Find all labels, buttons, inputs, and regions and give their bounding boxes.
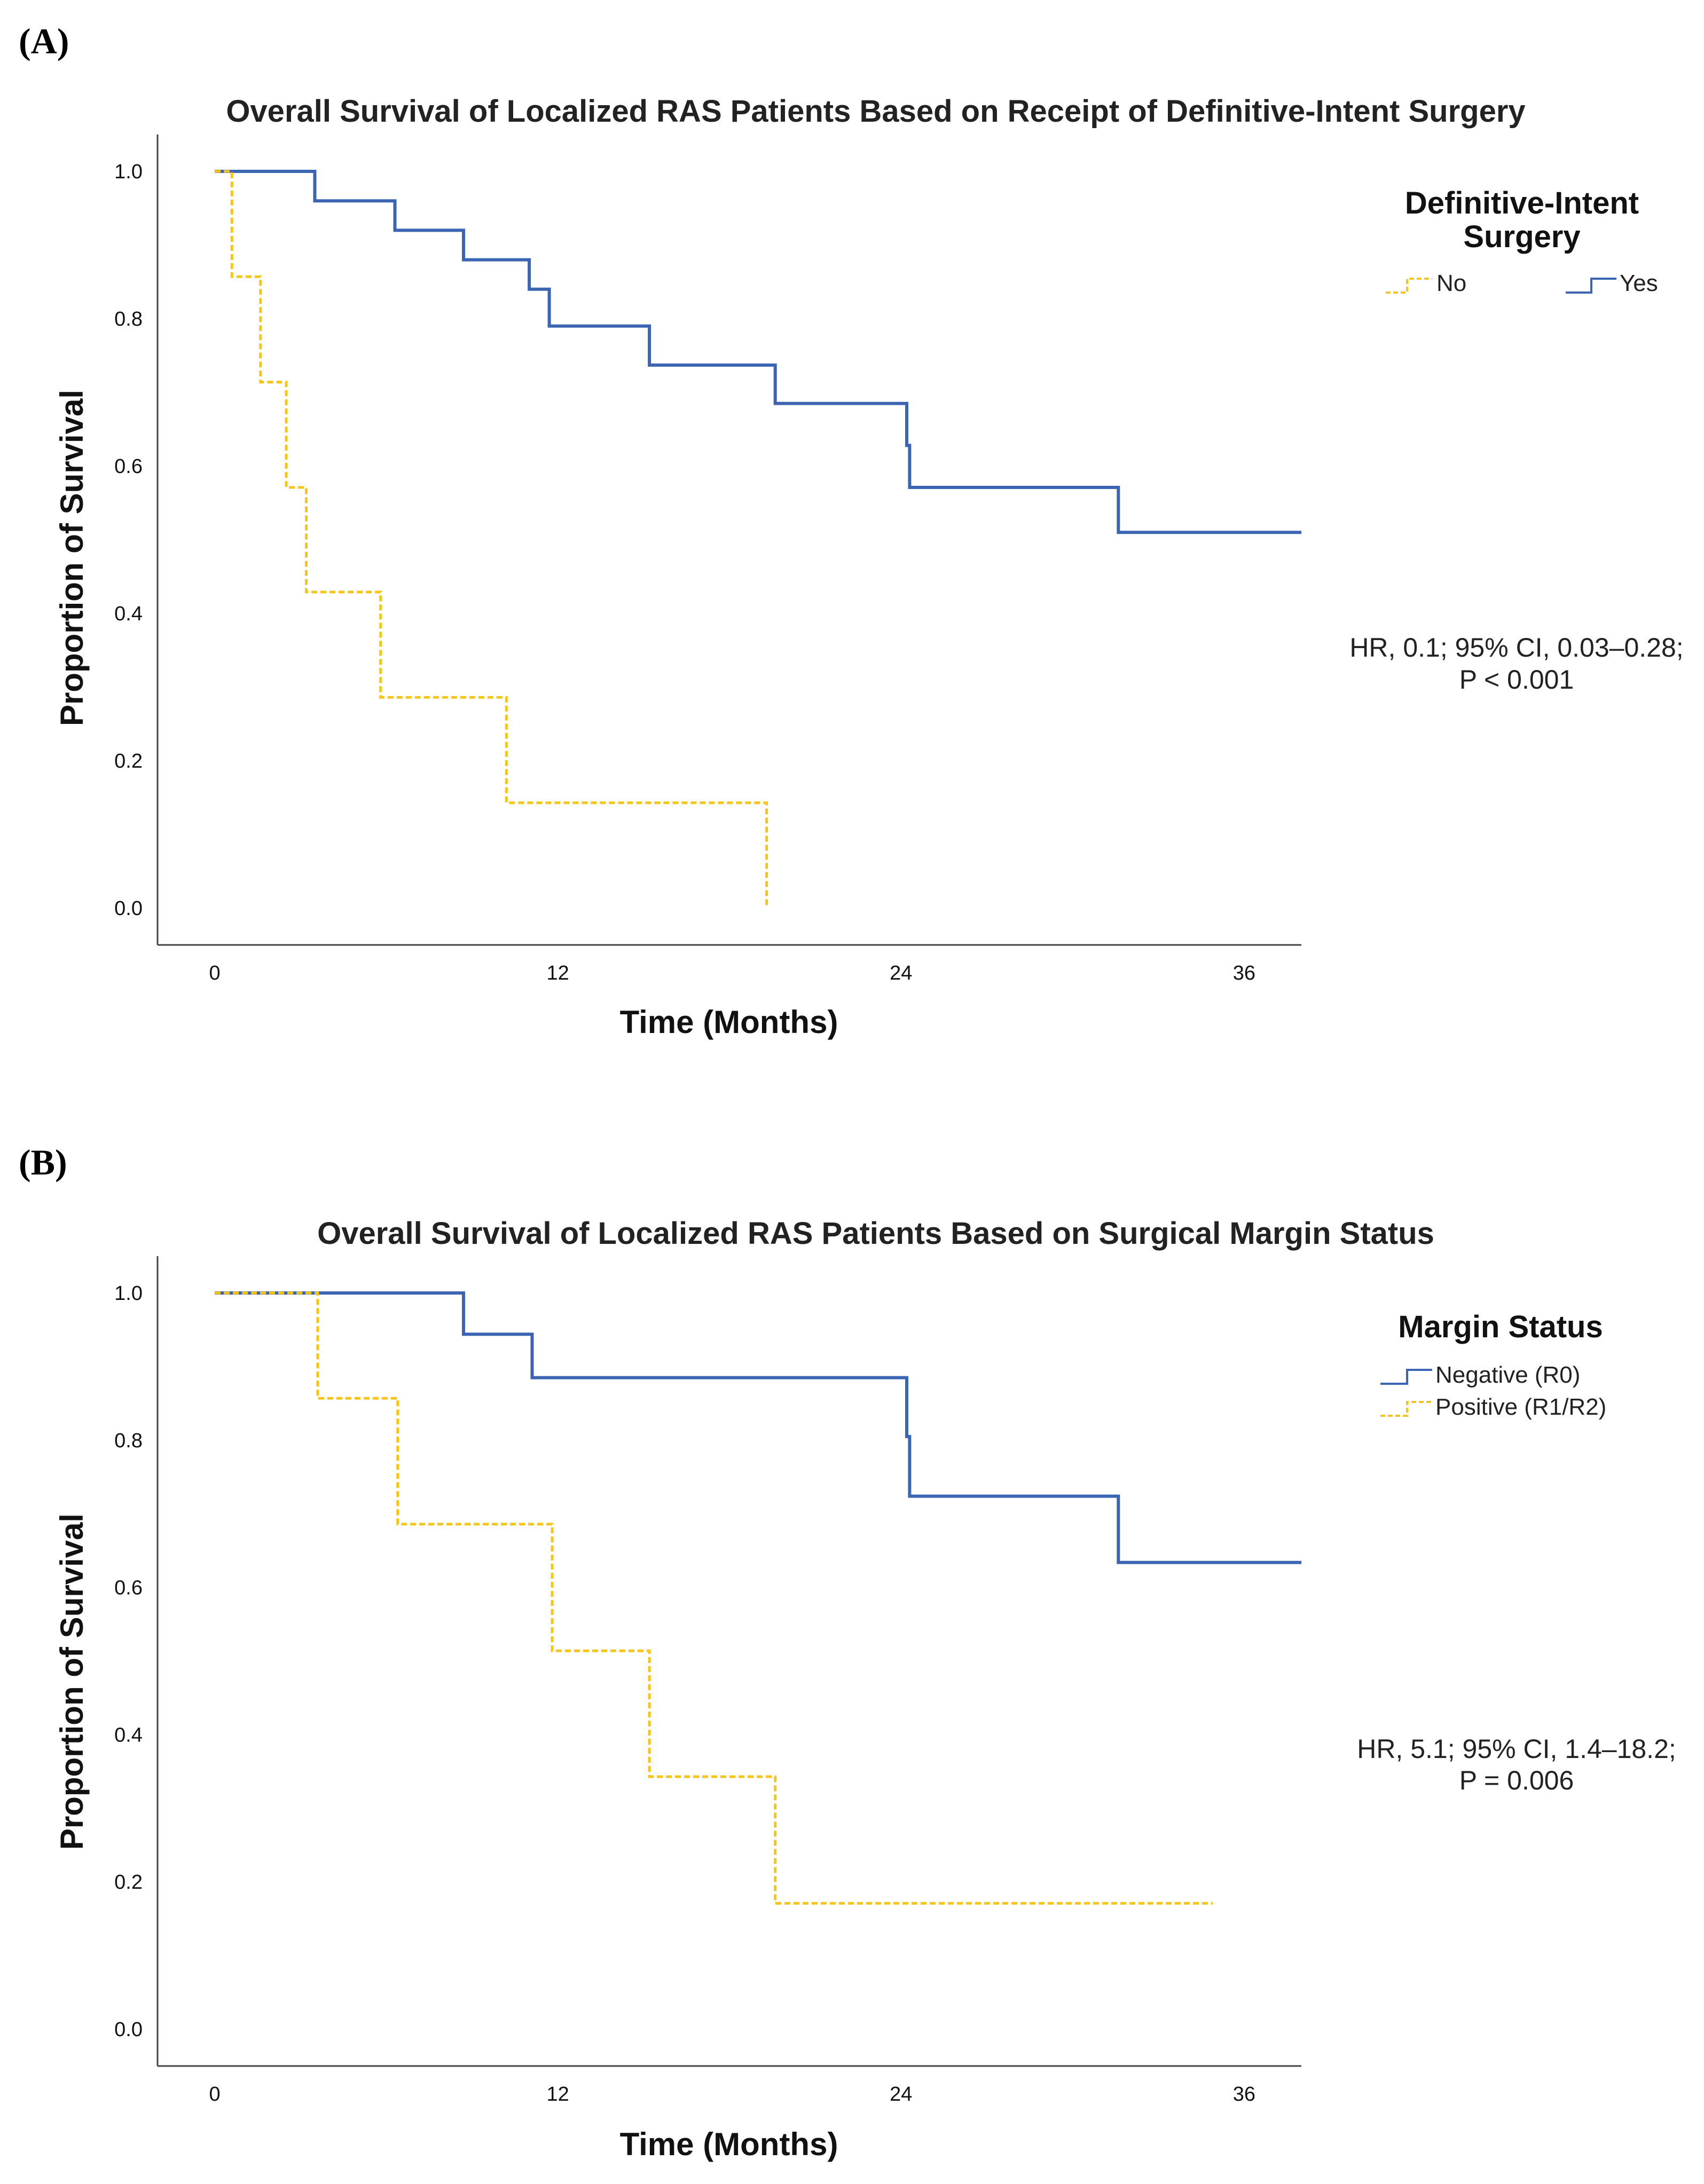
x-axis-title: Time (Months)	[620, 1004, 838, 1040]
y-tick-label: 0.0	[114, 2019, 143, 2041]
y-tick-label: 0.0	[114, 897, 143, 920]
legend-label-no: No	[1436, 270, 1466, 296]
legend: Margin Status Negative (R0) Positive (R1…	[1380, 1310, 1606, 1420]
y-tick-label: 0.4	[114, 603, 143, 625]
series-line-yes	[215, 170, 1301, 534]
y-tick-labels: 0.0 0.2 0.4 0.6 0.8 1.0	[114, 161, 143, 920]
legend-label-positive: Positive (R1/R2)	[1435, 1394, 1606, 1420]
legend-swatch-positive	[1380, 1401, 1432, 1417]
legend-label-yes: Yes	[1620, 270, 1658, 296]
legend-title-line-2: Surgery	[1463, 219, 1580, 254]
y-tick-label: 0.6	[114, 455, 143, 478]
series-layer	[215, 170, 1301, 908]
panel-label: (B)	[19, 1142, 67, 1182]
hazard-ratio-annotation: HR, 0.1; 95% CI, 0.03–0.28;	[1349, 633, 1683, 663]
series-line-no	[215, 170, 768, 908]
y-axis-title: Proportion of Survival	[54, 1513, 90, 1850]
legend-title: Margin Status	[1398, 1310, 1603, 1344]
y-tick-label: 0.8	[114, 308, 143, 330]
y-tick-label: 0.4	[114, 1724, 143, 1746]
series-line-negative-r0	[215, 1291, 1301, 1564]
x-tick-label: 36	[1233, 2083, 1255, 2106]
y-tick-label: 0.8	[114, 1430, 143, 1452]
x-axis-title: Time (Months)	[620, 2126, 838, 2162]
x-tick-label: 12	[547, 962, 569, 984]
x-tick-label: 12	[547, 2083, 569, 2106]
panel-label: (A)	[19, 21, 69, 61]
chart-title: Overall Survival of Localized RAS Patien…	[317, 1216, 1434, 1251]
hazard-ratio-annotation: HR, 5.1; 95% CI, 1.4–18.2;	[1357, 1734, 1676, 1764]
x-tick-label: 24	[890, 2083, 912, 2106]
legend-swatch-yes	[1566, 278, 1616, 294]
x-tick-labels: 0 12 24 36	[209, 962, 1256, 984]
legend-label-negative: Negative (R0)	[1435, 1362, 1580, 1388]
y-tick-labels: 0.0 0.2 0.4 0.6 0.8 1.0	[114, 1282, 143, 2041]
y-tick-label: 1.0	[114, 1282, 143, 1305]
y-tick-label: 0.2	[114, 750, 143, 772]
legend-swatch-negative	[1380, 1369, 1432, 1385]
p-value-annotation: P < 0.001	[1459, 665, 1574, 695]
x-tick-label: 0	[209, 962, 221, 984]
y-tick-label: 0.6	[114, 1577, 143, 1599]
series-line-positive-r1-r2	[215, 1291, 1213, 1905]
panel-b: (B) Overall Survival of Localized RAS Pa…	[19, 1142, 1676, 2162]
x-tick-label: 24	[890, 962, 912, 984]
legend-swatch-no	[1386, 278, 1432, 294]
x-tick-label: 36	[1233, 962, 1255, 984]
legend-title-line-1: Definitive-Intent	[1405, 186, 1639, 220]
y-tick-label: 1.0	[114, 161, 143, 183]
legend: Definitive-Intent Surgery No Yes	[1386, 186, 1658, 296]
x-tick-labels: 0 12 24 36	[209, 2083, 1256, 2106]
chart-title: Overall Survival of Localized RAS Patien…	[226, 94, 1525, 129]
panel-a: (A) Overall Survival of Localized RAS Pa…	[19, 21, 1684, 1040]
series-layer	[215, 1291, 1301, 1905]
y-tick-label: 0.2	[114, 1871, 143, 1894]
y-axis-title: Proportion of Survival	[54, 390, 90, 726]
x-tick-label: 0	[209, 2083, 221, 2106]
p-value-annotation: P = 0.006	[1459, 1765, 1574, 1795]
